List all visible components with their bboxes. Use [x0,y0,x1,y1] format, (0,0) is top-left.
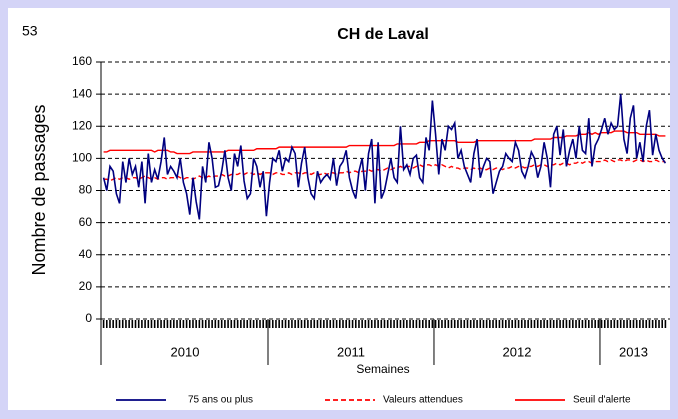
x-axis-label: Semaines [356,362,409,376]
chart-title: CH de Laval [337,26,429,43]
y-tick-label: 0 [85,311,92,325]
y-tick-label: 40 [79,247,93,261]
y-tick-label: 140 [72,86,92,100]
year-label: 2013 [619,344,648,359]
legend-label: Valeurs attendues [383,395,463,406]
series-line [103,130,666,155]
page-number: 53 [22,23,38,39]
series-line [103,159,666,182]
y-tick-label: 60 [79,215,93,229]
panel [8,8,670,410]
year-label: 2011 [337,344,365,359]
y-axis-label: Nombre de passages [29,104,49,275]
legend-label: Seuil d'alerte [573,395,631,406]
year-label: 2012 [503,344,532,359]
year-label: 2010 [171,344,200,359]
series-line [102,94,667,220]
legend-label: 75 ans ou plus [188,395,253,406]
y-tick-label: 100 [72,151,92,165]
y-tick-label: 120 [72,118,92,132]
y-tick-label: 80 [79,183,93,197]
y-tick-label: 160 [72,54,92,68]
y-tick-label: 20 [79,279,93,293]
